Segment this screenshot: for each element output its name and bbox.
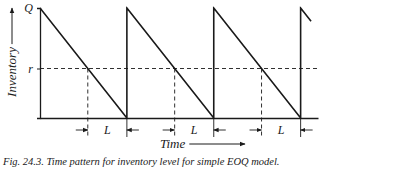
- x-axis: [41, 118, 319, 119]
- lead-arrow: [301, 130, 313, 131]
- y-axis-title: Inventory: [4, 47, 19, 98]
- chart: Qr L L L Inventory Time Fig. 24.3. Time patter…: [0, 0, 393, 170]
- lead-arrow: [250, 130, 262, 131]
- y-axis-arrow: [12, 8, 13, 44]
- lead-start-line: [174, 69, 175, 138]
- lead-label: L: [190, 123, 198, 137]
- y-tick-label: Q: [24, 1, 33, 15]
- lead-end-line: [126, 118, 127, 137]
- annotations: LLL: [76, 69, 313, 138]
- y-tick: Q: [24, 1, 40, 15]
- lead-label: L: [277, 123, 285, 137]
- inventory-line: [40, 8, 311, 118]
- lead-label: L: [103, 123, 111, 137]
- x-axis-arrow: [189, 144, 245, 145]
- lead-end-line: [213, 118, 214, 137]
- y-tick: r: [28, 62, 40, 76]
- lead-arrow: [76, 130, 88, 131]
- lead-arrow: [214, 130, 226, 131]
- lead-end-line: [300, 118, 301, 137]
- plot-area: [40, 8, 318, 118]
- caption: Fig. 24.3. Time pattern for inventory le…: [2, 156, 279, 167]
- x-axis-title: Time: [160, 136, 186, 151]
- lead-arrow: [163, 130, 175, 131]
- x-axis-line: [41, 118, 319, 119]
- lead-start-line: [87, 69, 88, 138]
- y-tick-label: r: [28, 62, 33, 76]
- reference-line: [40, 68, 318, 69]
- lead-arrow: [127, 130, 139, 131]
- y-axis-line: [37, 9, 41, 119]
- y-axis: Qr: [24, 1, 40, 118]
- lead-start-line: [261, 69, 262, 138]
- y-tick-mark: [37, 8, 40, 9]
- y-tick-mark: [37, 69, 40, 70]
